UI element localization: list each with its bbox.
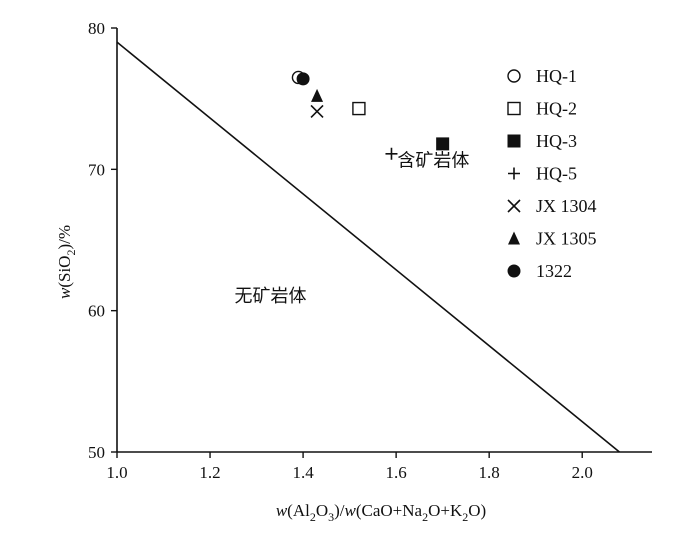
x-tick-label: 1.4 [292, 463, 314, 482]
legend-marker-hq-1 [507, 69, 521, 83]
data-point-hq-5 [385, 147, 398, 160]
x-axis-label: w(Al2O3)/w(CaO+Na2O+K2O) [276, 501, 486, 524]
legend-marker-hq-3 [507, 134, 521, 148]
legend-label-hq-2: HQ-2 [536, 99, 577, 119]
y-tick-label: 50 [88, 443, 105, 462]
x-tick-label: 1.6 [386, 463, 407, 482]
boundary-line [116, 41, 620, 453]
data-point-jx-1304 [310, 104, 324, 118]
ore-bearing-region-label: 含矿岩体 [397, 151, 469, 172]
legend-marker-1322 [507, 264, 521, 278]
legend-label-1322: 1322 [536, 261, 572, 281]
legend-label-jx-1304: JX 1304 [536, 196, 597, 216]
y-tick-label: 80 [88, 19, 105, 38]
legend-label-jx-1305: JX 1305 [536, 229, 597, 249]
x-tick-label: 1.2 [199, 463, 220, 482]
legend-label-hq-5: HQ-5 [536, 164, 577, 184]
y-tick-label: 60 [88, 302, 105, 321]
barren-region-label: 无矿岩体 [235, 286, 307, 307]
x-tick-label: 1.0 [106, 463, 127, 482]
legend-marker-hq-5 [508, 167, 520, 180]
y-axis-label: w(SiO2)/% [55, 225, 78, 299]
data-point-1322 [296, 72, 310, 86]
data-point-hq-2 [352, 101, 366, 116]
legend-marker-jx-1304 [507, 199, 521, 213]
legend-marker-hq-2 [507, 101, 521, 116]
legend-marker-jx-1305 [508, 231, 520, 245]
x-tick-label: 1.8 [479, 463, 500, 482]
data-point-jx-1305 [311, 88, 324, 102]
legend-label-hq-3: HQ-3 [536, 131, 577, 151]
legend-label-hq-1: HQ-1 [536, 66, 577, 86]
data-point-hq-3 [436, 137, 450, 151]
x-tick-label: 2.0 [572, 463, 593, 482]
y-tick-label: 70 [88, 160, 105, 179]
